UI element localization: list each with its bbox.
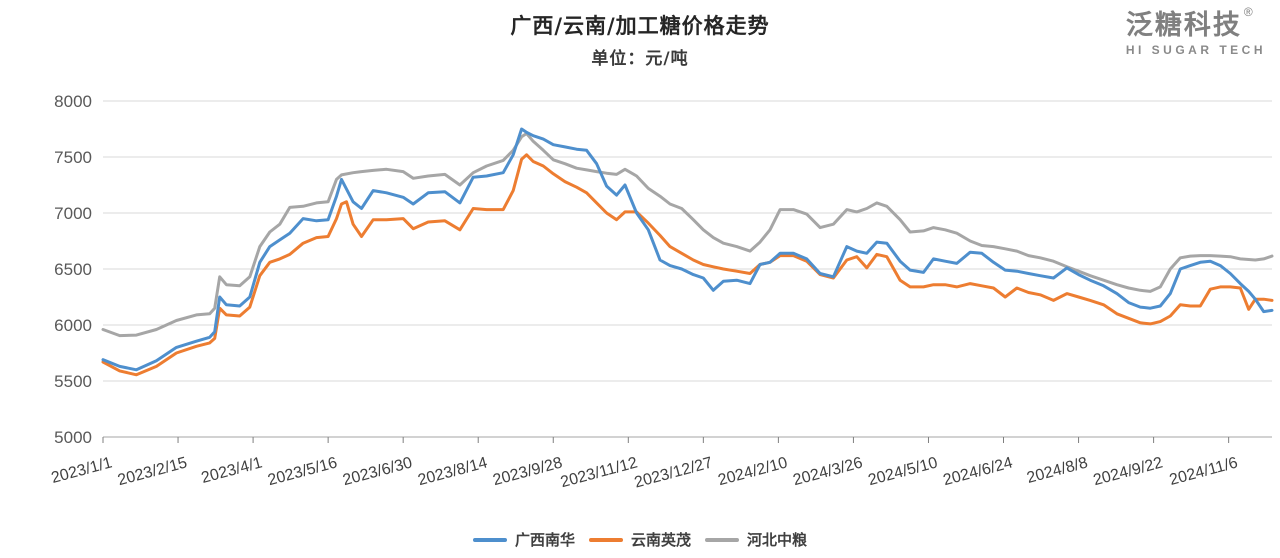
legend-label: 云南英茂 (630, 531, 691, 549)
chart-subtitle: 单位：元/吨 (591, 49, 689, 69)
y-tick-label: 5500 (54, 372, 92, 391)
y-tick-label: 7500 (54, 148, 92, 167)
logo-tagline: HI SUGAR TECH (1125, 43, 1266, 57)
y-tick-label: 7000 (54, 204, 92, 223)
x-tick-label: 2024/8/8 (1025, 454, 1090, 487)
series-line-云南英茂 (101, 153, 1274, 377)
hi-sugar-tech-logo: 泛糖科技 ® HI SUGAR TECH (1125, 6, 1266, 57)
legend-line-swatch (705, 537, 739, 542)
y-tick-label: 6000 (54, 316, 92, 335)
x-tick-label: 2023/8/14 (416, 454, 489, 489)
x-tick-label: 2024/5/10 (866, 454, 939, 489)
registered-trademark-icon: ® (1243, 5, 1253, 19)
x-tick-label: 2023/5/16 (266, 454, 339, 489)
legend-item-河北中粮: 河北中粮 (705, 529, 807, 550)
x-tick-label: 2023/11/12 (559, 454, 640, 491)
legend-item-广西南华: 广西南华 (472, 529, 575, 550)
x-tick-label: 2024/6/24 (941, 454, 1014, 489)
legend-label: 广西南华 (514, 531, 575, 549)
series-line-广西南华 (101, 127, 1274, 372)
x-tick-label: 2023/2/15 (116, 454, 189, 489)
logo-brand-text: 泛糖科技 (1125, 10, 1242, 40)
x-tick-label: 2023/6/30 (341, 454, 414, 489)
legend-line-swatch (588, 537, 623, 542)
legend-line-swatch (472, 537, 507, 542)
x-tick-label: 2024/9/22 (1091, 454, 1164, 489)
chart-title: 广西/云南/加工糖价格走势 (510, 13, 770, 38)
x-tick-label: 2023/4/1 (200, 454, 265, 487)
legend-item-云南英茂: 云南英茂 (588, 529, 691, 550)
x-tick-label: 2024/3/26 (791, 454, 864, 489)
x-tick-label: 2024/11/6 (1168, 454, 1240, 489)
x-tick-label: 2023/12/27 (633, 454, 715, 491)
y-tick-label: 6500 (54, 260, 92, 279)
y-tick-label: 5000 (54, 428, 92, 447)
x-tick-label: 2023/1/1 (49, 454, 114, 487)
x-tick-label: 2024/2/10 (716, 454, 789, 489)
series-line-河北中粮 (101, 132, 1274, 338)
y-tick-label: 8000 (54, 92, 92, 111)
x-tick-label: 2023/9/28 (491, 454, 564, 489)
legend-label: 河北中粮 (747, 531, 808, 549)
chart-legend: 广西南华 云南英茂 河北中粮 (0, 529, 1280, 550)
